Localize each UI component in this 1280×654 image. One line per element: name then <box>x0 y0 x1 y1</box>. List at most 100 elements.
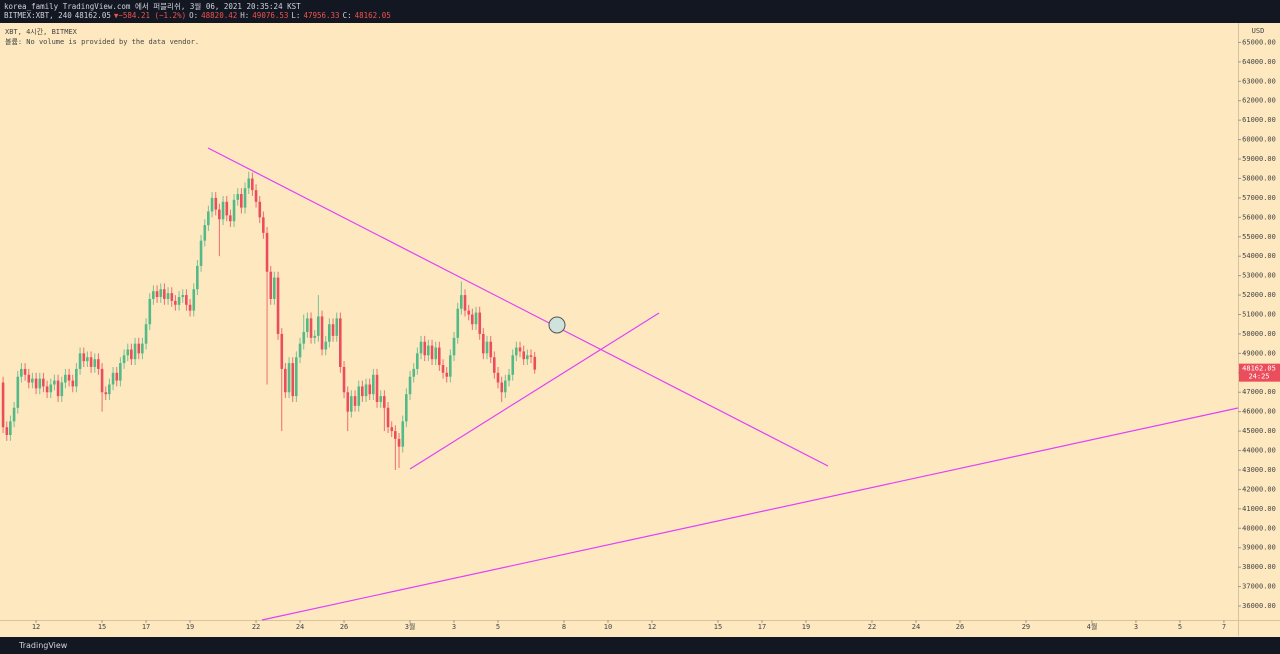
legend-symbol: XBT, 4시간, BITMEX <box>5 27 78 36</box>
candle-body <box>210 197 214 212</box>
x-tick-label: 7 <box>1222 623 1226 631</box>
y-tick-label: 45000.00 <box>1242 427 1276 435</box>
x-tick-label: 3 <box>1134 623 1138 631</box>
candle-body <box>371 374 375 395</box>
y-tick-label: 61000.00 <box>1242 116 1276 124</box>
ohlc-label: C: <box>342 11 352 20</box>
candle-body <box>38 378 42 389</box>
candle-body <box>342 366 346 393</box>
candle-body <box>60 382 64 397</box>
ohlc-value: 49076.53 <box>252 11 289 20</box>
marker-circle <box>548 316 566 334</box>
y-tick-label: 65000.00 <box>1242 38 1276 46</box>
x-tick-label: 5 <box>496 623 500 631</box>
candle-body <box>225 201 229 216</box>
price-tag <box>1239 363 1280 382</box>
candle-body <box>412 368 416 377</box>
trend-line <box>261 407 1239 621</box>
candle-body <box>196 265 199 290</box>
candle-body <box>309 318 313 338</box>
trend-lines <box>207 147 1239 621</box>
candle-body <box>27 374 31 383</box>
candle-body <box>313 335 317 338</box>
candle-body <box>474 312 478 325</box>
candle-body <box>75 368 78 387</box>
candle-body <box>214 197 218 210</box>
candle-body <box>163 289 166 299</box>
ohlc-label: L: <box>291 11 301 20</box>
candle-body <box>284 368 287 393</box>
candle-body <box>415 353 419 369</box>
candle-body <box>240 194 243 208</box>
candle-body <box>31 378 34 383</box>
y-tick-label: 50000.00 <box>1242 330 1276 338</box>
candle-body <box>426 345 430 356</box>
candle-body <box>20 368 23 377</box>
candle-body <box>64 374 67 383</box>
y-tick-label: 63000.00 <box>1242 77 1276 85</box>
candle-body <box>338 318 342 367</box>
candle-body <box>78 353 82 369</box>
candle-body <box>467 310 471 315</box>
candle-body <box>404 394 408 422</box>
y-tick-label: 55000.00 <box>1242 233 1276 241</box>
ohlc-label: O: <box>189 11 199 20</box>
candle-body <box>56 380 60 397</box>
y-tick-label: 54000.00 <box>1242 252 1276 260</box>
candle-body <box>375 374 379 402</box>
candle-body <box>23 368 27 375</box>
candle-body <box>177 297 181 305</box>
x-tick-label: 22 <box>252 623 260 631</box>
candle-body <box>419 341 423 354</box>
y-tick-label: 46000.00 <box>1242 408 1276 416</box>
x-tick-label: 12 <box>648 623 656 631</box>
x-tick-label: 19 <box>186 623 194 631</box>
candle-body <box>316 316 320 336</box>
candle-body <box>122 355 126 364</box>
candle-body <box>152 291 155 299</box>
candle-body <box>437 347 441 366</box>
legend-volume: 볼륨: No volume is provided by the data ve… <box>5 37 199 46</box>
x-tick-label: 10 <box>604 623 612 631</box>
candle-body <box>34 378 38 389</box>
candle-body <box>327 324 331 342</box>
y-tick-label: 39000.00 <box>1242 544 1276 552</box>
candle-body <box>320 316 324 350</box>
candle-body <box>448 355 452 377</box>
candle-body <box>276 277 280 334</box>
countdown: 24:25 <box>1248 373 1269 381</box>
header: korea_family TradingView.com 에서 퍼블리쉬, 3월… <box>0 0 1280 23</box>
y-tick-label: 36000.00 <box>1242 602 1276 610</box>
candle-body <box>5 427 9 435</box>
candle-body <box>262 217 265 233</box>
x-tick-label: 26 <box>956 623 964 631</box>
candle-body <box>393 431 397 439</box>
candle-body <box>514 347 518 356</box>
y-tick-label: 42000.00 <box>1242 485 1276 493</box>
y-tick-label: 56000.00 <box>1242 213 1276 221</box>
publisher: korea_family TradingView.com 에서 퍼블리쉬, 3월… <box>4 2 301 11</box>
y-tick-label: 59000.00 <box>1242 155 1276 163</box>
candle-body <box>423 341 427 356</box>
candle-body <box>382 396 386 408</box>
candle-body <box>97 359 100 369</box>
candle-body <box>349 396 353 412</box>
candle-body <box>86 357 89 362</box>
candle-body <box>511 355 515 375</box>
candle-body <box>463 295 467 311</box>
candle-body <box>126 349 130 356</box>
candle-body <box>218 209 221 220</box>
candle-body <box>236 194 240 200</box>
candle-body <box>408 376 412 395</box>
candle-body <box>335 318 339 336</box>
candle-body <box>379 396 383 402</box>
candle-body <box>247 178 251 189</box>
candle-body <box>529 355 533 357</box>
candle-body <box>144 324 148 344</box>
trend-line <box>207 147 829 467</box>
candle-body <box>306 318 309 332</box>
brand: TradingView <box>19 641 68 650</box>
x-tick-label: 24 <box>296 623 304 631</box>
symbol: BITMEX:XBT, 240 <box>4 11 72 20</box>
candle-body <box>298 343 302 358</box>
